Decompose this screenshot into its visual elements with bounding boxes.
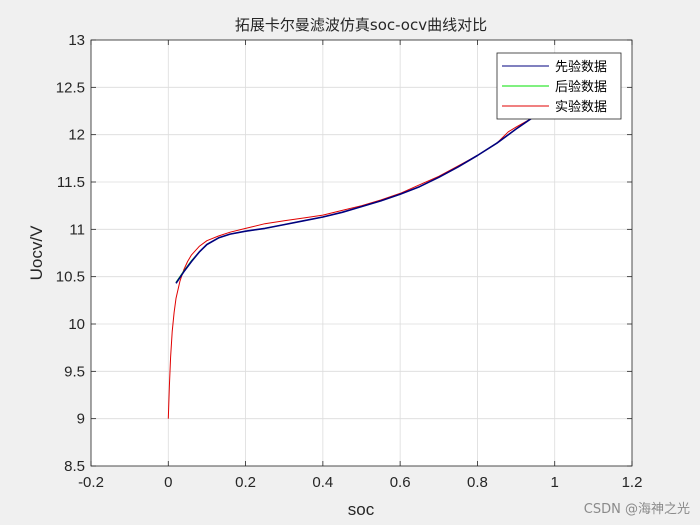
y-tick-label: 10 — [68, 316, 85, 333]
y-tick-label: 11 — [69, 221, 85, 238]
x-tick-label: 0.8 — [467, 474, 488, 491]
y-tick-label: 11.5 — [57, 174, 85, 191]
y-tick-label: 12.5 — [56, 79, 85, 96]
y-tick-label: 12 — [68, 127, 85, 144]
legend-label-1: 后验数据 — [555, 79, 607, 95]
legend-label-0: 先验数据 — [555, 59, 607, 75]
y-axis-label: Uocv/V — [27, 225, 46, 280]
x-tick-label: 0.6 — [390, 474, 411, 491]
x-tick-label: 0.4 — [312, 474, 333, 491]
y-tick-label: 8.5 — [64, 458, 85, 475]
x-axis-label: soc — [348, 500, 375, 519]
y-tick-label: 9.5 — [64, 363, 85, 380]
x-tick-label: 1 — [551, 474, 559, 491]
legend-label-2: 实验数据 — [555, 99, 607, 115]
x-tick-label: -0.2 — [78, 474, 104, 491]
ticks: -0.2 0 0.2 0.4 0.6 0.8 1 1.2 8.5 9 9.5 10 10.5 11 11.5… — [56, 32, 643, 491]
x-tick-label: 0.2 — [235, 474, 256, 491]
watermark: CSDN @海神之光 — [583, 502, 690, 517]
chart-title: 拓展卡尔曼滤波仿真soc-ocv曲线对比 — [235, 16, 487, 34]
series-layer — [167, 115, 536, 419]
y-tick-label: 10.5 — [56, 269, 85, 286]
y-tick-label: 13 — [68, 32, 85, 49]
x-tick-label: 1.2 — [622, 474, 643, 491]
plot-frame — [90, 39, 633, 467]
y-tick-label: 9 — [77, 411, 85, 428]
series-line-0 — [175, 115, 536, 284]
x-tick-label: 0 — [164, 474, 172, 491]
